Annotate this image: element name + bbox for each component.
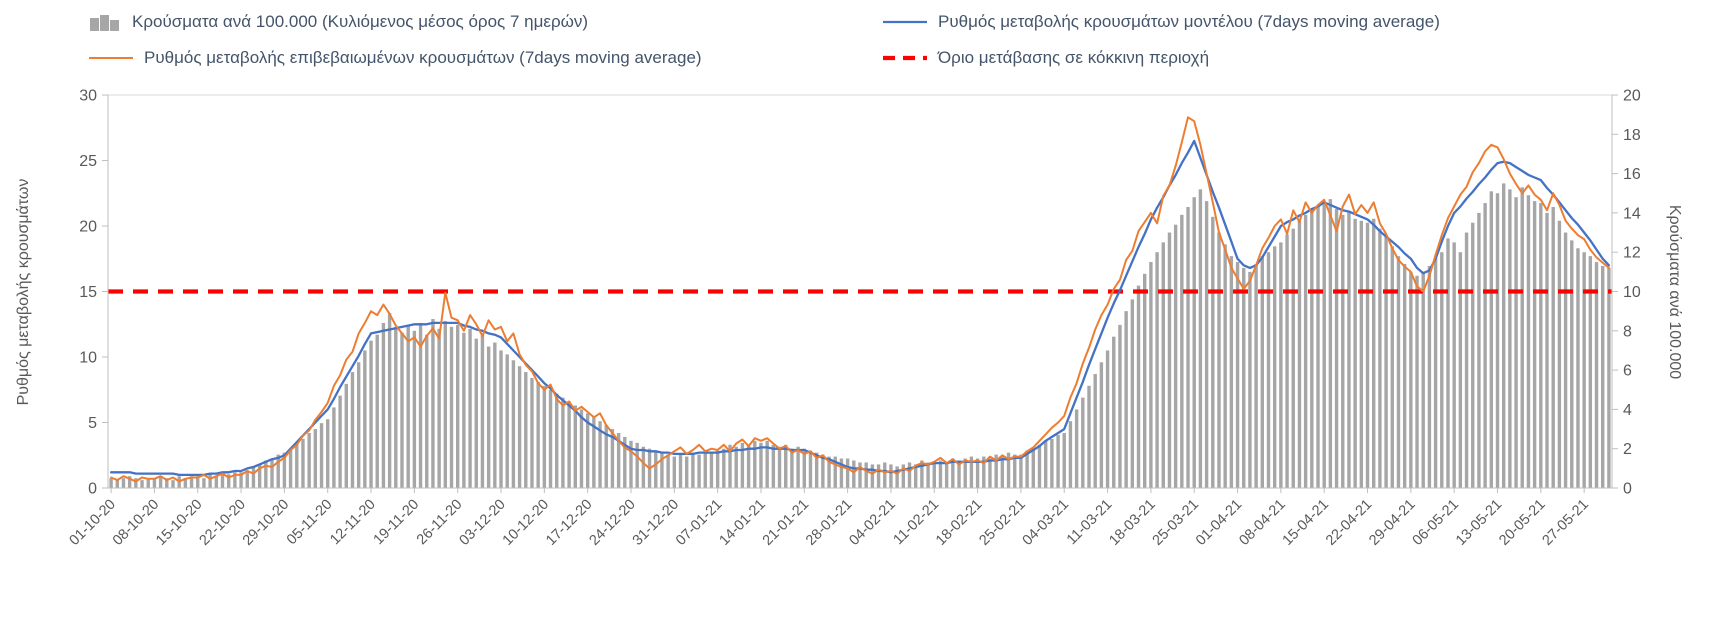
svg-text:5: 5 bbox=[88, 415, 97, 432]
legend-item-model-rate: Ρυθμός μεταβολής κρουσμάτων μοντέλου (7d… bbox=[882, 10, 1440, 34]
svg-text:19-11-20: 19-11-20 bbox=[371, 497, 423, 549]
svg-text:07-01-21: 07-01-21 bbox=[673, 497, 725, 549]
svg-text:4: 4 bbox=[1623, 402, 1632, 419]
bars-series-group bbox=[109, 183, 1611, 489]
legend-item-confirmed-rate: Ρυθμός μεταβολής επιβεβαιωμένων κρουσμάτ… bbox=[88, 46, 882, 70]
svg-text:20: 20 bbox=[1623, 88, 1641, 105]
svg-text:10-12-20: 10-12-20 bbox=[500, 497, 552, 549]
svg-text:22-10-20: 22-10-20 bbox=[197, 497, 249, 549]
svg-text:31-12-20: 31-12-20 bbox=[630, 497, 682, 549]
svg-text:0: 0 bbox=[88, 481, 97, 498]
threshold-dash-swatch-icon bbox=[883, 55, 927, 61]
svg-text:25: 25 bbox=[79, 153, 97, 170]
svg-text:6: 6 bbox=[1623, 363, 1632, 380]
svg-text:10: 10 bbox=[1623, 284, 1641, 301]
legend-label-confirmed-rate: Ρυθμός μεταβολής επιβεβαιωμένων κρουσμάτ… bbox=[144, 48, 702, 67]
svg-text:12-11-20: 12-11-20 bbox=[327, 497, 379, 549]
svg-text:18-03-21: 18-03-21 bbox=[1106, 497, 1158, 549]
svg-text:29-04-21: 29-04-21 bbox=[1366, 497, 1418, 549]
svg-text:8: 8 bbox=[1623, 323, 1632, 340]
svg-text:14: 14 bbox=[1623, 205, 1641, 222]
confirmed-line-swatch-icon bbox=[89, 57, 133, 59]
model-line-swatch-icon bbox=[883, 20, 927, 24]
svg-text:18: 18 bbox=[1623, 127, 1641, 144]
svg-text:30: 30 bbox=[79, 88, 97, 105]
svg-text:27-05-21: 27-05-21 bbox=[1540, 497, 1592, 549]
right-axis-ticks-group: 0 2 4 6 8 10 12 14 16 18 20 bbox=[1612, 88, 1641, 498]
model-line bbox=[109, 139, 1611, 477]
svg-text:20-05-21: 20-05-21 bbox=[1496, 497, 1548, 549]
svg-text:26-11-20: 26-11-20 bbox=[414, 497, 466, 549]
confirmed-line bbox=[110, 116, 1610, 483]
svg-text:21-01-21: 21-01-21 bbox=[760, 497, 812, 549]
svg-text:0: 0 bbox=[1623, 481, 1632, 498]
chart-svg: 0510152025300246810121416182001-10-2008-… bbox=[67, 88, 1641, 549]
svg-text:28-01-21: 28-01-21 bbox=[803, 497, 855, 549]
svg-text:08-10-20: 08-10-20 bbox=[110, 497, 162, 549]
svg-text:20: 20 bbox=[79, 219, 97, 236]
svg-text:16: 16 bbox=[1623, 166, 1641, 183]
legend-label-cases-per-100k: Κρούσματα ανά 100.000 (Κυλιόμενος μέσος … bbox=[132, 12, 589, 31]
svg-text:03-12-20: 03-12-20 bbox=[456, 497, 508, 549]
svg-text:13-05-21: 13-05-21 bbox=[1453, 497, 1505, 549]
chart-legend: Κρούσματα ανά 100.000 (Κυλιόμενος μέσος … bbox=[88, 10, 1440, 70]
svg-text:11-03-21: 11-03-21 bbox=[1064, 497, 1116, 549]
svg-text:12: 12 bbox=[1623, 245, 1641, 262]
svg-text:15-10-20: 15-10-20 bbox=[153, 497, 205, 549]
svg-text:22-04-21: 22-04-21 bbox=[1323, 497, 1375, 549]
svg-text:15: 15 bbox=[79, 284, 97, 301]
svg-text:14-01-21: 14-01-21 bbox=[716, 497, 768, 549]
svg-text:15-04-21: 15-04-21 bbox=[1280, 497, 1332, 549]
svg-text:04-03-21: 04-03-21 bbox=[1020, 497, 1072, 549]
x-axis-ticks-group: 01-10-2008-10-2015-10-2022-10-2029-10-20… bbox=[67, 488, 1592, 549]
svg-text:25-03-21: 25-03-21 bbox=[1150, 497, 1202, 549]
svg-text:10: 10 bbox=[79, 350, 97, 367]
svg-text:2: 2 bbox=[1623, 441, 1632, 458]
svg-text:01-10-20: 01-10-20 bbox=[67, 497, 119, 549]
svg-text:25-02-21: 25-02-21 bbox=[976, 497, 1028, 549]
left-axis-ticks-group: 0 5 10 15 20 25 30 bbox=[79, 88, 108, 498]
svg-text:24-12-20: 24-12-20 bbox=[586, 497, 638, 549]
legend-label-model-rate: Ρυθμός μεταβολής κρουσμάτων μοντέλου (7d… bbox=[938, 12, 1440, 31]
svg-text:08-04-21: 08-04-21 bbox=[1236, 497, 1288, 549]
svg-text:01-04-21: 01-04-21 bbox=[1193, 497, 1245, 549]
legend-label-red-zone-threshold: Όριο μετάβασης σε κόκκινη περιοχή bbox=[938, 48, 1210, 67]
svg-text:29-10-20: 29-10-20 bbox=[240, 497, 292, 549]
svg-text:06-05-21: 06-05-21 bbox=[1410, 497, 1462, 549]
svg-text:18-02-21: 18-02-21 bbox=[933, 497, 985, 549]
bar-series-swatch-icon bbox=[90, 15, 119, 31]
legend-item-cases-per-100k: Κρούσματα ανά 100.000 (Κυλιόμενος μέσος … bbox=[88, 10, 882, 34]
legend-item-red-zone-threshold: Όριο μετάβασης σε κόκκινη περιοχή bbox=[882, 46, 1440, 70]
svg-text:05-11-20: 05-11-20 bbox=[284, 497, 336, 549]
svg-text:04-02-21: 04-02-21 bbox=[846, 497, 898, 549]
svg-text:17-12-20: 17-12-20 bbox=[543, 497, 595, 549]
svg-text:11-02-21: 11-02-21 bbox=[891, 497, 943, 549]
